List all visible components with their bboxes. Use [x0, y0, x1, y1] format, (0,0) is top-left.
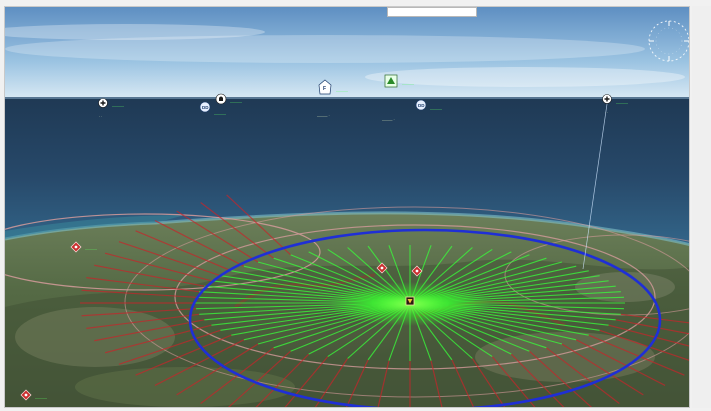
los-ray-blocked — [176, 343, 259, 396]
outer-range-ring — [124, 206, 689, 398]
los-ray-blocked — [546, 347, 620, 404]
ridge-red — [234, 273, 376, 309]
contact-sub-label: ——— · — [382, 118, 395, 122]
own-unit-icon[interactable] — [405, 296, 415, 306]
contact-label: ——— — [336, 88, 348, 93]
los-ray-blocked — [588, 334, 685, 376]
side-panel — [692, 6, 711, 408]
base-contact-icon[interactable] — [384, 74, 398, 88]
los-ray-blocked — [86, 277, 200, 293]
aircraft-contact-icon[interactable] — [602, 94, 612, 104]
contact-sub-label: ——— · — [317, 114, 330, 118]
los-ray-blocked — [86, 313, 200, 329]
sky — [5, 7, 689, 99]
los-ray-blocked — [227, 350, 291, 407]
los-ray-blocked — [575, 339, 666, 387]
cloud-band — [5, 24, 265, 40]
los-ray-blocked — [154, 219, 245, 267]
los-ray-blocked — [200, 347, 274, 404]
los-ray-blocked — [104, 324, 212, 354]
compass-icon[interactable] — [648, 20, 689, 62]
los-ray-blocked — [471, 358, 506, 407]
contact-label: ——— — [214, 111, 226, 116]
threat-contact-icon[interactable] — [411, 265, 423, 277]
contact-label: ——— — [112, 103, 124, 108]
contact-label: ——— — [35, 395, 47, 400]
cloud-band — [365, 67, 685, 87]
contact-label: ——— — [402, 81, 414, 86]
los-ray-blocked — [620, 313, 689, 324]
cloud-band — [5, 35, 645, 63]
svg-text:DD: DD — [202, 105, 209, 110]
los-ray-blocked — [135, 230, 232, 272]
los-ray-blocked — [615, 319, 689, 335]
los-ray-blocked — [81, 289, 197, 298]
contact-label: ——— — [230, 99, 242, 104]
contact-sub-label: · · — [605, 111, 608, 115]
los-ray-blocked — [200, 202, 274, 259]
contact-label: ——— — [616, 100, 628, 105]
los-ray-blocked — [94, 319, 205, 342]
contact-label: ——— — [85, 246, 97, 251]
los-ray-blocked — [104, 252, 212, 282]
outer-range-ring — [5, 213, 321, 291]
los-ray-blocked — [284, 356, 329, 407]
status-tooltip — [387, 7, 477, 17]
los-ray-blocked — [94, 264, 205, 287]
los-ray-blocked — [451, 359, 475, 407]
ship-contact-icon[interactable]: DD — [415, 99, 427, 111]
los-ray-blocked — [510, 353, 565, 407]
3d-tactical-viewport[interactable]: ——— ——— ——— · · — [4, 6, 690, 408]
los-ray-blocked — [255, 353, 310, 407]
threat-contact-icon[interactable] — [20, 389, 32, 401]
range-ring — [188, 228, 662, 407]
svg-text:DD: DD — [418, 103, 425, 108]
los-ray-blocked — [345, 359, 369, 407]
svg-text:F: F — [323, 86, 326, 92]
los-ray-blocked — [118, 241, 221, 277]
aircraft-contact-icon[interactable] — [98, 98, 108, 108]
los-ray-blocked — [118, 329, 221, 365]
helicopter-contact-icon[interactable] — [215, 93, 227, 105]
los-ray-blocked — [135, 334, 232, 376]
outer-range-ring — [174, 224, 656, 370]
terrain-patch — [15, 307, 175, 367]
shallow-water — [5, 215, 185, 239]
fighter-contact-icon[interactable]: F — [318, 79, 332, 95]
threat-contact-icon[interactable] — [70, 241, 82, 253]
scene-canvas[interactable]: ——— ——— ——— · · — [5, 7, 690, 408]
los-ray-blocked — [176, 210, 259, 263]
threat-contact-icon[interactable] — [376, 262, 388, 274]
los-ray-blocked — [81, 308, 197, 317]
contact-sub-label: · · — [99, 115, 102, 119]
los-ray-blocked — [154, 339, 245, 387]
los-ray-blocked — [561, 343, 644, 396]
ship-contact-icon[interactable]: DD — [199, 101, 211, 113]
los-ray-blocked — [529, 350, 593, 407]
los-ray-blocked — [430, 360, 443, 407]
los-ray-blocked — [608, 324, 689, 347]
contact-label: ——— — [430, 106, 442, 111]
los-ray-blocked — [377, 360, 390, 407]
coast-surf — [5, 211, 689, 247]
los-ray-blocked — [226, 194, 291, 256]
altitude-drop-line — [582, 103, 608, 270]
